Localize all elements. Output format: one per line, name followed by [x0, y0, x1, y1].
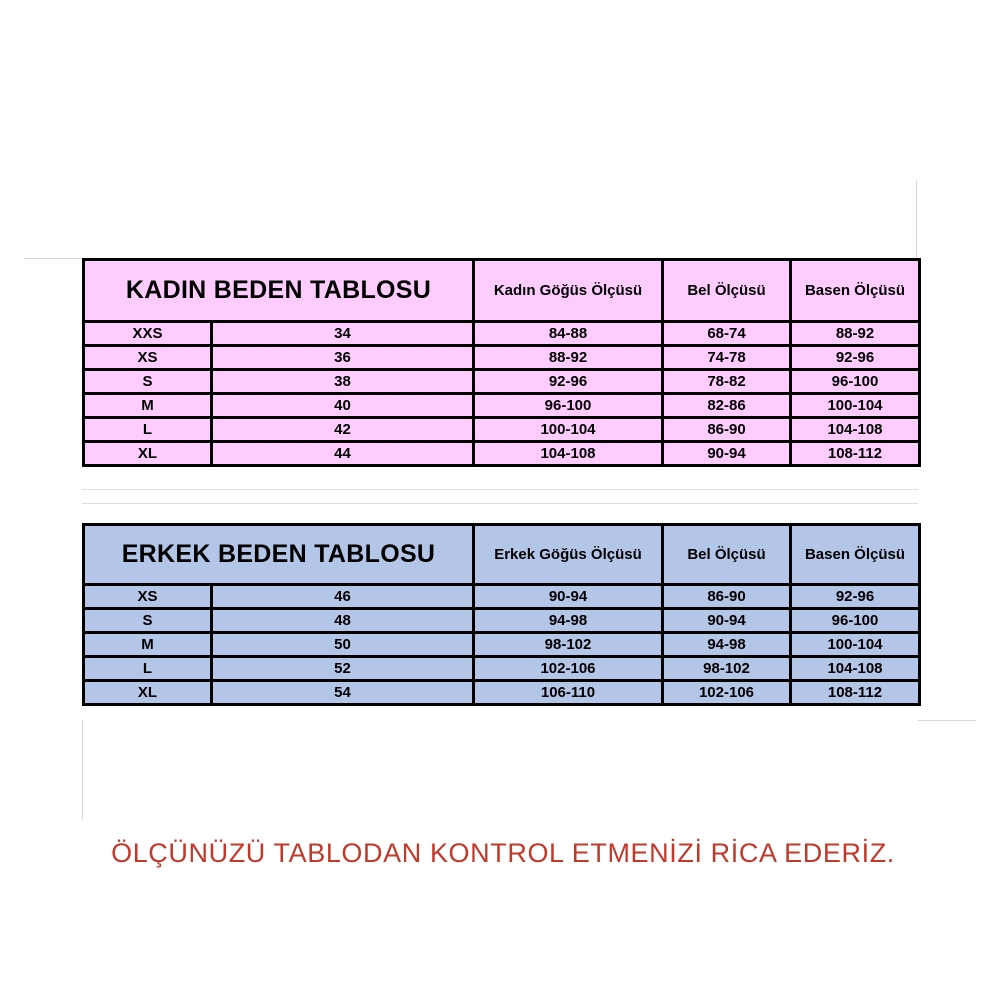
cell-number-size: 38 — [210, 368, 475, 395]
cell-size: M — [82, 631, 213, 658]
cell-chest: 98-102 — [472, 631, 664, 658]
gridline — [918, 720, 976, 721]
cell-chest: 92-96 — [472, 368, 664, 395]
table-row: S 38 92-96 78-82 96-100 — [82, 368, 921, 395]
cell-chest: 96-100 — [472, 392, 664, 419]
cell-chest: 102-106 — [472, 655, 664, 682]
cell-number-size: 42 — [210, 416, 475, 443]
cell-size: XL — [82, 679, 213, 706]
gridline — [24, 258, 82, 259]
cell-size: XS — [82, 583, 213, 610]
empty-grid-rows — [82, 489, 918, 504]
table-row: XL 44 104-108 90-94 108-112 — [82, 440, 921, 467]
header-hip: Basen Ölçüsü — [789, 523, 921, 586]
footer-notice: ÖLÇÜNÜZÜ TABLODAN KONTROL ETMENİZİ RİCA … — [111, 838, 895, 868]
gridline — [916, 180, 917, 260]
table-row: XL 54 106-110 102-106 108-112 — [82, 679, 921, 706]
header-chest: Erkek Göğüs Ölçüsü — [472, 523, 664, 586]
cell-waist: 90-94 — [661, 440, 792, 467]
gridline — [82, 720, 83, 820]
cell-hip: 104-108 — [789, 416, 921, 443]
cell-size: L — [82, 416, 213, 443]
cell-chest: 88-92 — [472, 344, 664, 371]
header-waist: Bel Ölçüsü — [661, 523, 792, 586]
cell-waist: 98-102 — [661, 655, 792, 682]
table-row: S 48 94-98 90-94 96-100 — [82, 607, 921, 634]
cell-chest: 84-88 — [472, 320, 664, 347]
cell-chest: 90-94 — [472, 583, 664, 610]
table-row: XXS 34 84-88 68-74 88-92 — [82, 320, 921, 347]
cell-number-size: 40 — [210, 392, 475, 419]
cell-number-size: 46 — [210, 583, 475, 610]
cell-waist: 94-98 — [661, 631, 792, 658]
cell-size: S — [82, 607, 213, 634]
cell-waist: 82-86 — [661, 392, 792, 419]
cell-hip: 100-104 — [789, 392, 921, 419]
cell-chest: 100-104 — [472, 416, 664, 443]
cell-waist: 74-78 — [661, 344, 792, 371]
cell-hip: 92-96 — [789, 344, 921, 371]
table-row: XS 36 88-92 74-78 92-96 — [82, 344, 921, 371]
men-table-title: ERKEK BEDEN TABLOSU — [82, 523, 475, 586]
cell-waist: 86-90 — [661, 416, 792, 443]
cell-chest: 94-98 — [472, 607, 664, 634]
cell-hip: 108-112 — [789, 679, 921, 706]
cell-waist: 68-74 — [661, 320, 792, 347]
header-hip: Basen Ölçüsü — [789, 258, 921, 323]
cell-hip: 88-92 — [789, 320, 921, 347]
cell-size: XL — [82, 440, 213, 467]
cell-chest: 104-108 — [472, 440, 664, 467]
table-row: XS 46 90-94 86-90 92-96 — [82, 583, 921, 610]
table-row: M 40 96-100 82-86 100-104 — [82, 392, 921, 419]
cell-size: XXS — [82, 320, 213, 347]
cell-hip: 108-112 — [789, 440, 921, 467]
cell-size: S — [82, 368, 213, 395]
cell-waist: 86-90 — [661, 583, 792, 610]
cell-number-size: 50 — [210, 631, 475, 658]
men-size-table: ERKEK BEDEN TABLOSU Erkek Göğüs Ölçüsü B… — [82, 523, 921, 706]
cell-waist: 102-106 — [661, 679, 792, 706]
cell-hip: 92-96 — [789, 583, 921, 610]
cell-number-size: 54 — [210, 679, 475, 706]
cell-size: XS — [82, 344, 213, 371]
cell-number-size: 36 — [210, 344, 475, 371]
header-chest: Kadın Göğüs Ölçüsü — [472, 258, 664, 323]
cell-waist: 78-82 — [661, 368, 792, 395]
cell-hip: 104-108 — [789, 655, 921, 682]
women-size-table: KADIN BEDEN TABLOSU Kadın Göğüs Ölçüsü B… — [82, 258, 921, 467]
cell-hip: 96-100 — [789, 607, 921, 634]
cell-size: M — [82, 392, 213, 419]
cell-size: L — [82, 655, 213, 682]
cell-hip: 100-104 — [789, 631, 921, 658]
women-table-title: KADIN BEDEN TABLOSU — [82, 258, 475, 323]
cell-number-size: 44 — [210, 440, 475, 467]
cell-number-size: 34 — [210, 320, 475, 347]
cell-chest: 106-110 — [472, 679, 664, 706]
cell-number-size: 48 — [210, 607, 475, 634]
cell-waist: 90-94 — [661, 607, 792, 634]
cell-number-size: 52 — [210, 655, 475, 682]
header-waist: Bel Ölçüsü — [661, 258, 792, 323]
table-row: L 42 100-104 86-90 104-108 — [82, 416, 921, 443]
table-row: M 50 98-102 94-98 100-104 — [82, 631, 921, 658]
cell-hip: 96-100 — [789, 368, 921, 395]
table-row: L 52 102-106 98-102 104-108 — [82, 655, 921, 682]
